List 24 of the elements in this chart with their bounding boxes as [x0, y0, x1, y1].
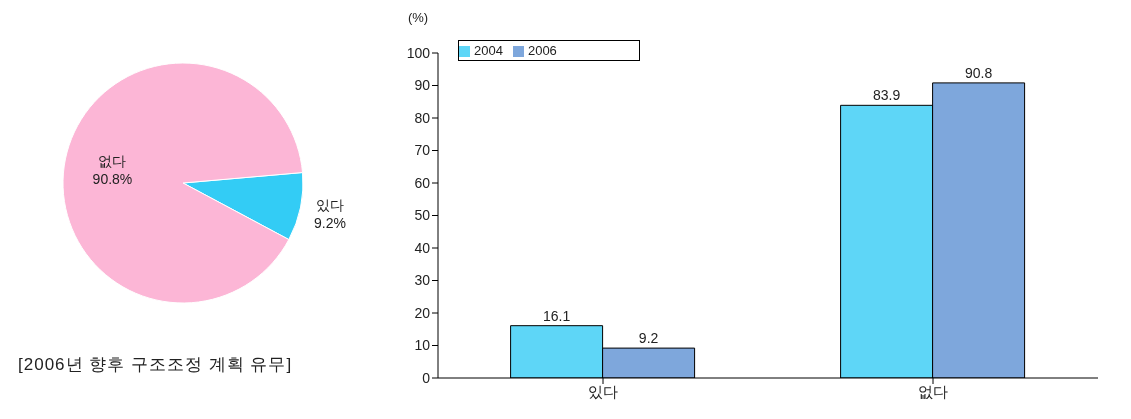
y-tick-label: 70 — [414, 142, 431, 159]
data-label: 16.1 — [542, 307, 571, 324]
y-tick-label: 50 — [414, 207, 431, 224]
legend-label: 2004 — [474, 43, 503, 58]
slice-label: 있다 — [315, 197, 344, 214]
data-label: 9.2 — [638, 330, 659, 347]
data-label: 83.9 — [872, 87, 901, 104]
slice-label: 없다 — [98, 152, 127, 169]
y-tick-label: 80 — [414, 109, 431, 126]
pie-slice — [62, 62, 304, 304]
data-label: 90.8 — [964, 64, 993, 81]
y-tick-label: 10 — [414, 337, 431, 354]
y-tick-label: 60 — [414, 174, 431, 191]
y-tick-label: 0 — [422, 369, 431, 386]
data-label: 9.2% — [314, 215, 346, 232]
text: [2006년 향후 구조조정 계획 유무] — [18, 354, 293, 376]
legend-label: 2006 — [527, 43, 557, 58]
data-label: 90.8% — [92, 170, 133, 187]
y-tick-label: 90 — [414, 77, 431, 94]
y-axis-title: (%) — [406, 10, 430, 25]
y-tick-label: 20 — [414, 304, 431, 321]
y-tick-label: 100 — [406, 44, 431, 61]
y-tick-label: 40 — [414, 239, 431, 256]
y-tick-label: 30 — [414, 272, 431, 289]
